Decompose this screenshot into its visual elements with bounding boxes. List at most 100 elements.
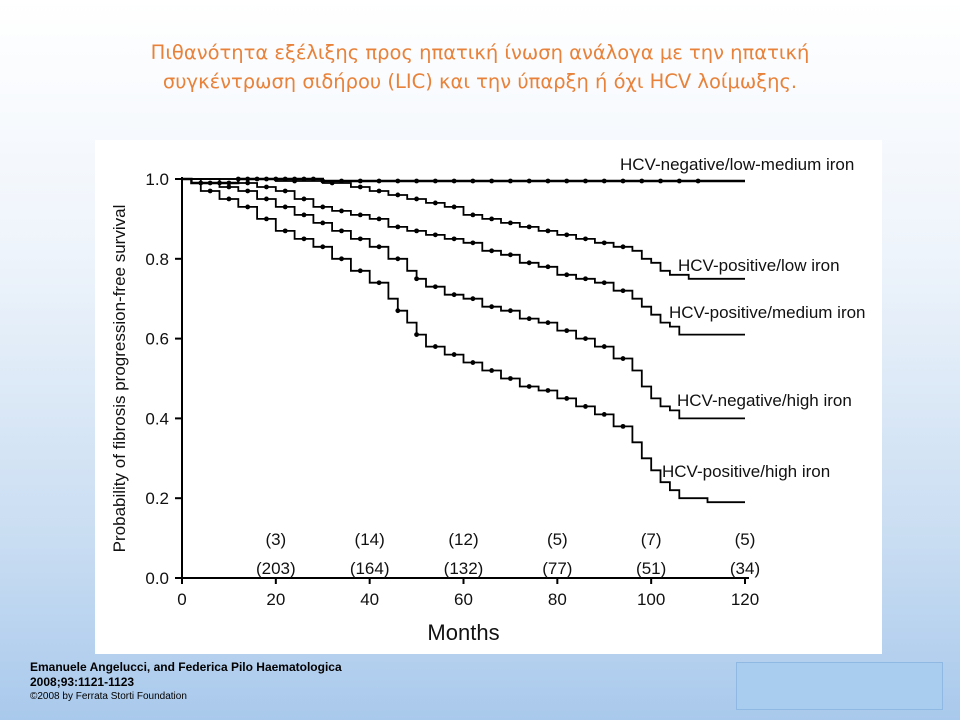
at-risk-row1-value: (12) <box>448 530 478 549</box>
kaplan-meier-chart: 0.0 0.2 0.4 0.6 0.8 1.0 0 20 40 60 80 100 120 HCV-ne… <box>110 155 866 645</box>
censor-mark <box>301 236 307 242</box>
series-labels: HCV-negative/low-medium iron HCV-positive… <box>620 155 866 481</box>
axes <box>181 177 749 579</box>
censor-mark <box>207 188 213 194</box>
x-tick-label: 80 <box>548 590 567 609</box>
at-risk-row1-value: (14) <box>355 530 385 549</box>
censor-mark <box>470 178 476 184</box>
censor-mark <box>545 228 551 234</box>
censor-mark <box>545 264 551 270</box>
censor-mark <box>357 236 363 242</box>
censor-mark <box>564 232 570 238</box>
slide-title-line-2: συγκέντρωση σιδήρου (LIC) και την ύπαρξη… <box>162 70 798 93</box>
censor-mark <box>470 240 476 246</box>
x-tick-label: 0 <box>177 590 186 609</box>
censor-mark <box>526 178 532 184</box>
censor-mark <box>207 180 213 186</box>
censor-mark <box>376 244 382 250</box>
censor-mark <box>658 178 663 184</box>
series-5 <box>182 178 745 504</box>
censor-mark <box>264 184 269 190</box>
citation: Emanuele Angelucci, and Federica Pilo Ha… <box>30 660 342 703</box>
censor-mark <box>432 284 438 290</box>
y-tick-label: 0.0 <box>145 569 169 588</box>
at-risk-row2-value: (51) <box>636 559 666 578</box>
censor-mark <box>395 224 401 230</box>
y-axis-title: Probability of fibrosis progression-free… <box>110 205 129 553</box>
censor-mark <box>583 336 588 341</box>
censor-mark <box>601 412 607 417</box>
series-3 <box>182 178 745 336</box>
series-1 <box>182 176 745 186</box>
censor-mark <box>395 256 401 262</box>
censor-mark <box>301 196 307 202</box>
censor-mark <box>695 178 701 184</box>
series-4 <box>182 178 745 420</box>
series-line <box>182 178 745 420</box>
citation-authors: Emanuele Angelucci, and Federica Pilo Ha… <box>30 660 342 674</box>
censor-mark <box>414 196 419 202</box>
censor-mark <box>451 292 457 298</box>
censor-mark <box>292 178 297 184</box>
censor-mark <box>414 228 419 234</box>
at-risk-row1-value: (3) <box>265 530 286 549</box>
censor-mark <box>339 256 344 262</box>
censor-mark <box>282 204 288 210</box>
censor-mark <box>564 178 570 184</box>
slide-title: Πιθανότητα εξέλιξης προς ηπατική ίνωση α… <box>60 38 900 96</box>
censor-mark <box>470 296 476 302</box>
series-label: HCV-positive/low iron <box>678 256 840 275</box>
censor-mark <box>264 196 269 202</box>
at-risk-row2-value: (203) <box>256 559 296 578</box>
censor-mark <box>489 178 495 184</box>
censor-mark <box>470 360 476 365</box>
censor-mark <box>545 178 551 184</box>
y-tick-label: 0.8 <box>145 250 169 269</box>
censor-mark <box>564 328 570 334</box>
censor-mark <box>451 204 457 210</box>
censor-mark <box>264 216 269 222</box>
censor-mark <box>432 200 438 206</box>
series-label: HCV-negative/high iron <box>677 391 852 410</box>
censor-mark <box>451 178 457 184</box>
censor-mark <box>395 308 401 314</box>
censor-mark <box>508 308 513 314</box>
censor-mark <box>526 384 532 389</box>
series-2 <box>182 178 745 280</box>
at-risk-row2-value: (164) <box>350 559 390 578</box>
citation-reference: 2008;93:1121-1123 <box>30 675 135 689</box>
series-label: HCV-positive/high iron <box>662 462 830 481</box>
censor-mark <box>620 356 626 361</box>
censor-mark <box>451 352 457 357</box>
censor-mark <box>245 180 251 186</box>
censor-mark <box>282 188 288 194</box>
citation-copyright: ©2008 by Ferrata Storti Foundation <box>30 691 187 702</box>
slide-title-line-1: Πιθανότητα εξέλιξης προς ηπατική ίνωση α… <box>150 41 810 64</box>
chart-panel: 0.0 0.2 0.4 0.6 0.8 1.0 0 20 40 60 80 100 120 HCV-ne… <box>95 140 882 654</box>
survival-curves <box>182 176 745 504</box>
censor-mark <box>376 216 382 222</box>
x-tick-label: 120 <box>731 590 759 609</box>
censor-mark <box>620 178 626 184</box>
at-risk-row2-value: (132) <box>444 559 484 578</box>
x-tick-label: 100 <box>637 590 665 609</box>
x-tick-label: 40 <box>360 590 379 609</box>
series-label: HCV-positive/medium iron <box>669 303 866 322</box>
censor-mark <box>395 192 401 198</box>
y-tick-label: 0.4 <box>145 409 169 428</box>
censor-mark <box>564 396 570 401</box>
censor-mark <box>451 236 457 242</box>
censor-mark <box>583 178 588 184</box>
censor-mark <box>245 188 251 194</box>
censor-mark <box>583 236 588 242</box>
censor-mark <box>601 344 607 349</box>
censor-mark <box>489 368 495 373</box>
censor-mark <box>432 232 438 238</box>
censor-mark <box>620 244 626 250</box>
at-risk-numbers: (3) (203) (14) (164) (12) (132) (5) (77) (7) (51)… <box>256 530 760 578</box>
series-line <box>182 178 745 280</box>
censor-mark <box>620 288 626 294</box>
censor-mark <box>526 316 532 322</box>
censor-mark <box>526 224 532 230</box>
censor-mark <box>301 212 307 218</box>
